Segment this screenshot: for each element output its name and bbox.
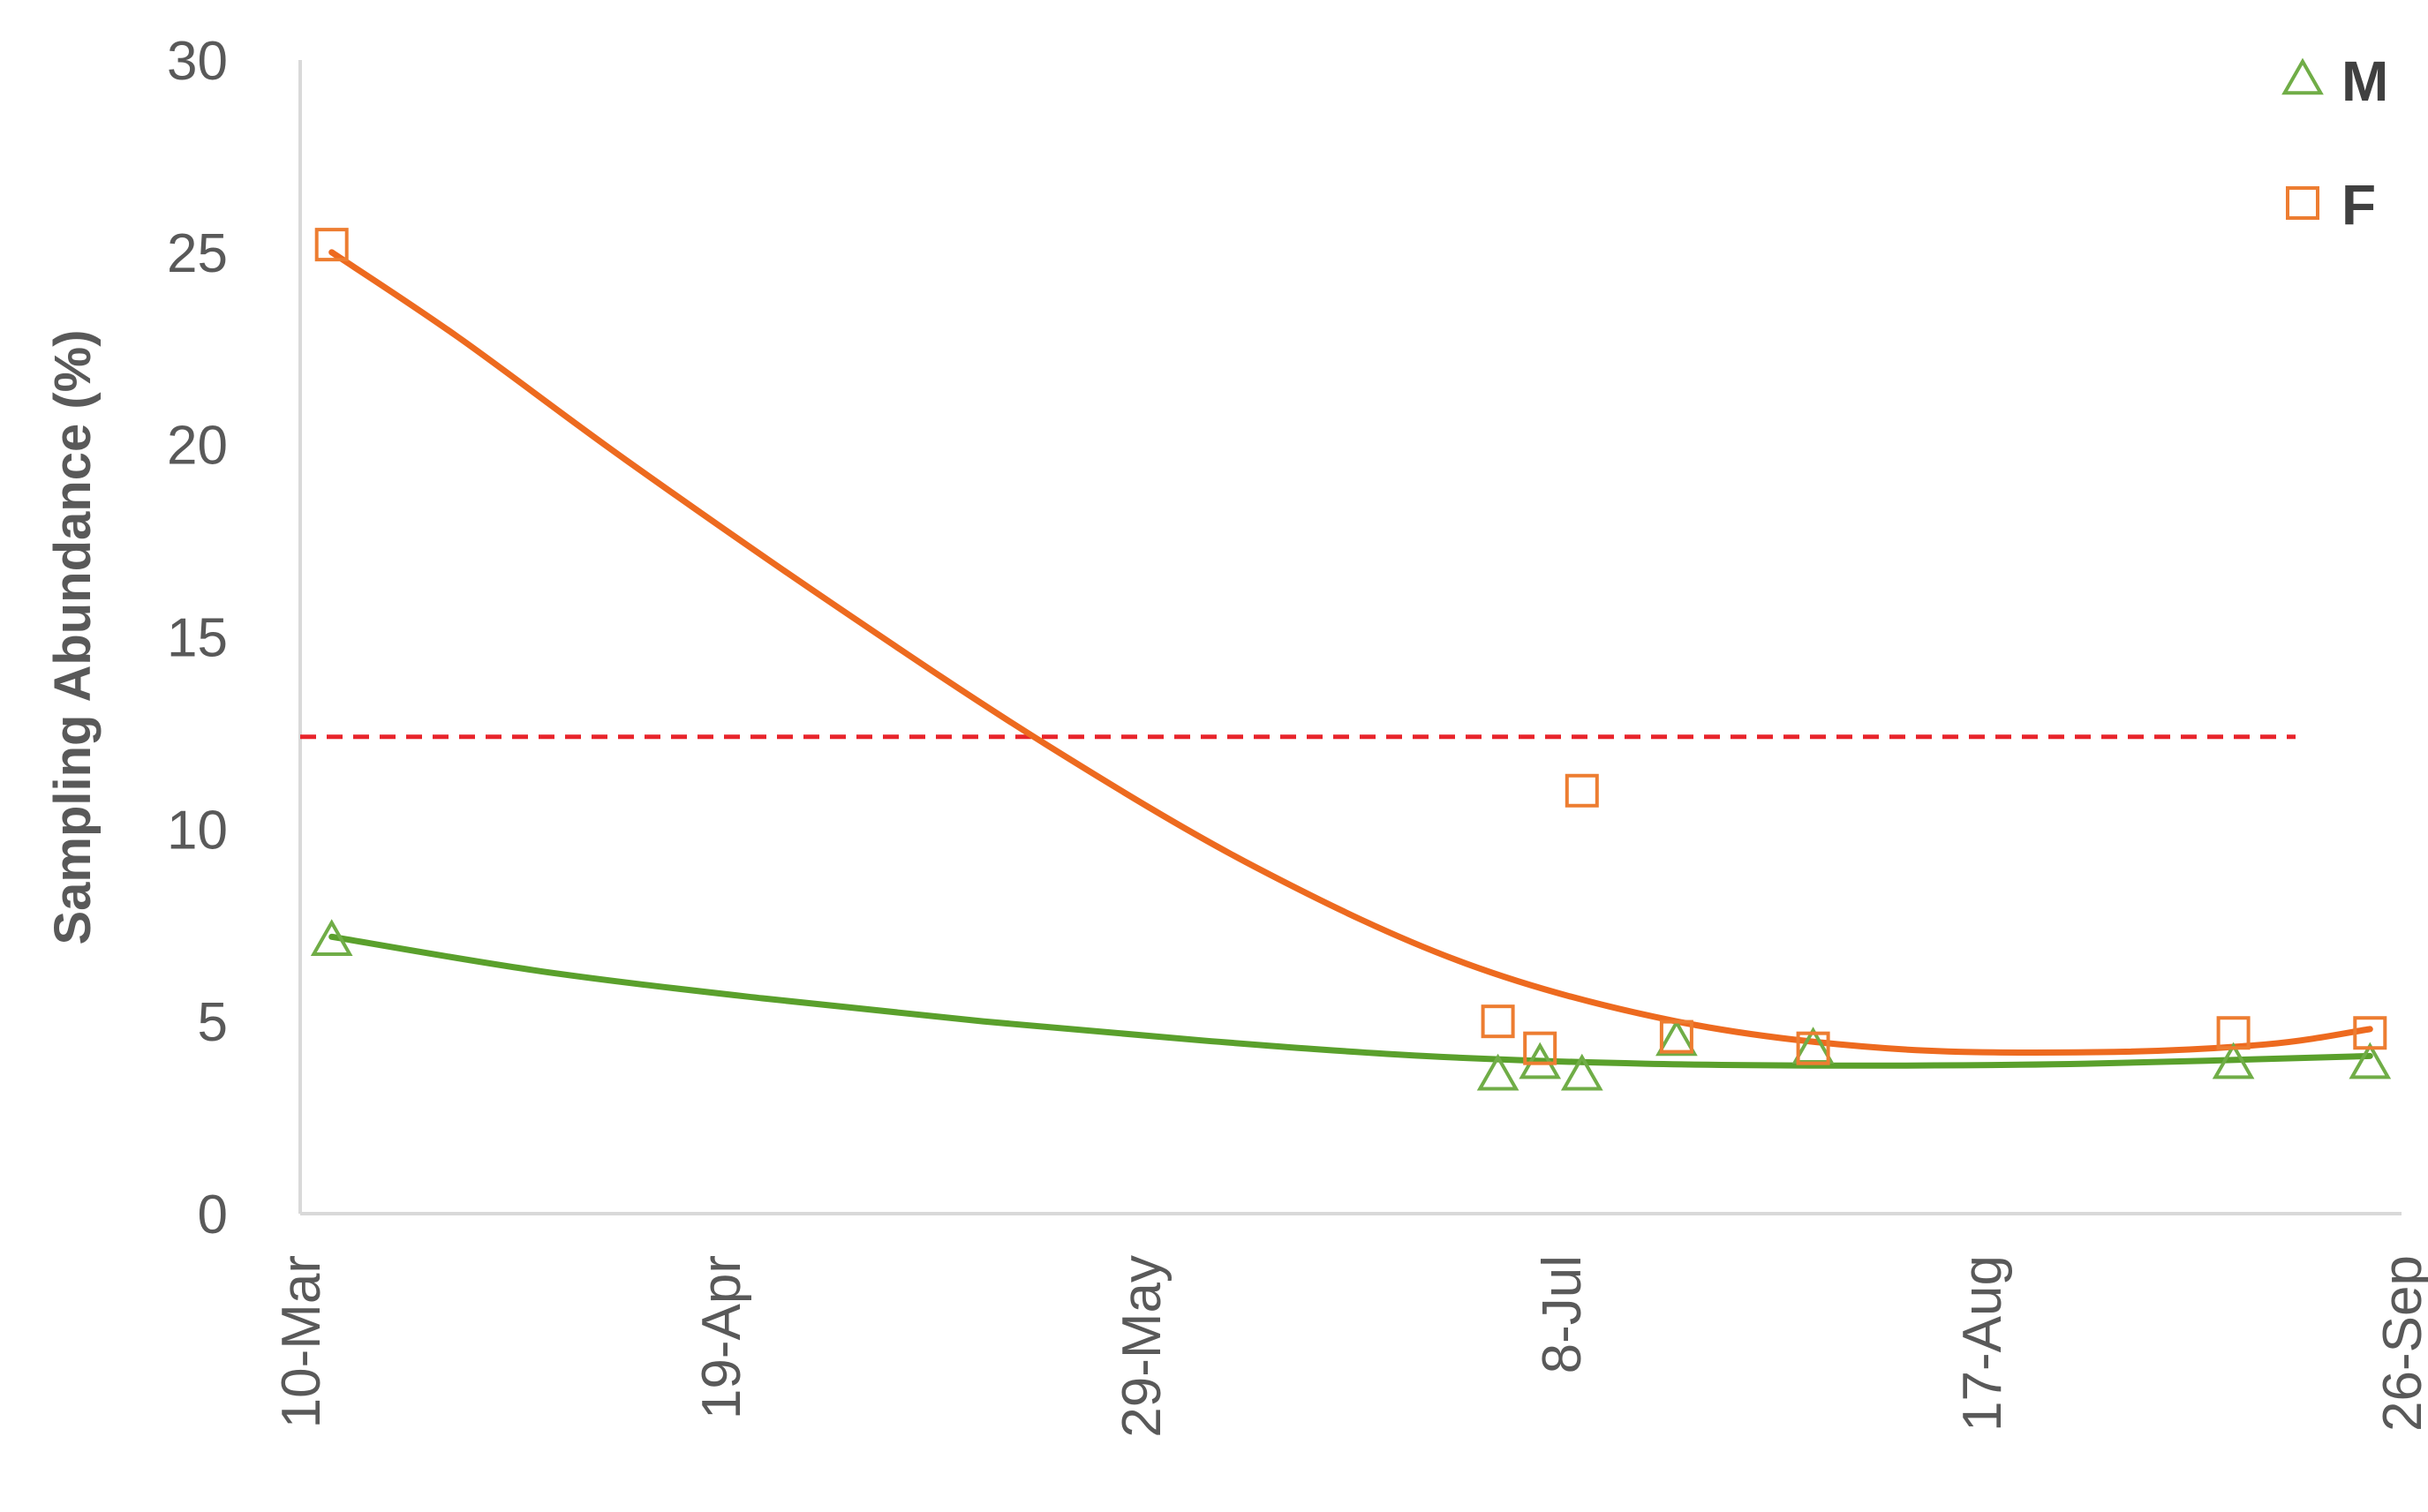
data-point-f bbox=[1565, 773, 1599, 808]
marker-layer bbox=[310, 228, 2392, 1091]
data-point-f bbox=[1481, 1004, 1515, 1039]
data-point-m bbox=[1655, 1019, 1698, 1057]
trend-line-m bbox=[328, 933, 2373, 1069]
data-point-m bbox=[2212, 1042, 2255, 1079]
data-point-f bbox=[314, 228, 349, 262]
x-tick-labels: 10-Mar 19-Apr 29-May 8-Jul 17-Aug 26-Sep bbox=[271, 1255, 2428, 1438]
y-tick-label: 25 bbox=[167, 223, 228, 284]
data-point-f bbox=[1796, 1031, 1830, 1065]
trend-layer bbox=[328, 249, 2373, 1069]
x-tick-label: 29-May bbox=[1112, 1255, 1173, 1438]
legend-marker-f bbox=[2286, 186, 2319, 220]
y-tick-label: 0 bbox=[198, 1185, 228, 1245]
data-point-m bbox=[1519, 1042, 1562, 1079]
data-point-f bbox=[2353, 1016, 2387, 1050]
y-tick-label: 5 bbox=[198, 992, 228, 1053]
data-point-f bbox=[2216, 1016, 2251, 1050]
data-point-m bbox=[2349, 1042, 2392, 1079]
x-tick-label: 10-Mar bbox=[271, 1255, 332, 1428]
y-tick-label: 15 bbox=[167, 608, 228, 669]
legend: MF bbox=[2281, 49, 2388, 237]
legend-marker-m bbox=[2281, 57, 2324, 95]
x-tick-label: 17-Aug bbox=[1952, 1255, 2013, 1432]
data-point-m bbox=[310, 919, 353, 956]
data-point-m bbox=[1476, 1053, 1519, 1091]
trend-line-f bbox=[328, 249, 2373, 1057]
x-tick-label: 26-Sep bbox=[2372, 1255, 2428, 1432]
legend-label-f: F bbox=[2341, 173, 2376, 237]
x-tick-label: 8-Jul bbox=[1532, 1255, 1593, 1373]
axes bbox=[298, 60, 2402, 1215]
legend-label-m: M bbox=[2341, 49, 2388, 113]
y-tick-label: 20 bbox=[167, 416, 228, 477]
data-point-f bbox=[1659, 1019, 1693, 1054]
y-tick-labels: 0 5 10 15 20 25 30 bbox=[167, 31, 228, 1245]
y-axis-title: Sampling Abundance (%) bbox=[44, 329, 102, 944]
data-point-m bbox=[1560, 1053, 1603, 1091]
y-tick-label: 10 bbox=[167, 800, 228, 861]
y-tick-label: 30 bbox=[167, 31, 228, 92]
x-tick-label: 19-Apr bbox=[691, 1255, 752, 1419]
data-point-f bbox=[1523, 1031, 1557, 1065]
